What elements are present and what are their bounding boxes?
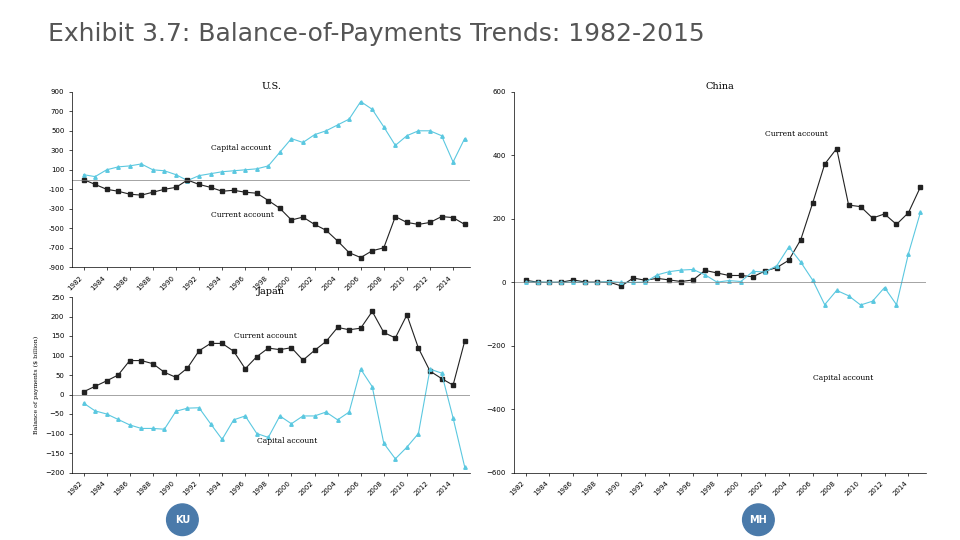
- Text: Current account: Current account: [210, 211, 274, 219]
- Text: Kuwait University - College of Business Administration: Kuwait University - College of Business …: [311, 513, 649, 526]
- Text: KU: KU: [175, 515, 190, 525]
- Circle shape: [167, 504, 198, 536]
- Circle shape: [743, 504, 774, 536]
- Title: U.S.: U.S.: [261, 82, 281, 91]
- Text: Capital account: Capital account: [210, 144, 271, 152]
- Text: © McGraw-Hill Inc.: © McGraw-Hill Inc.: [839, 525, 931, 535]
- Text: Capital account: Capital account: [813, 375, 873, 382]
- Text: 25: 25: [915, 511, 931, 524]
- Title: Japan: Japan: [257, 287, 285, 296]
- Title: China: China: [706, 82, 734, 91]
- Text: Current account: Current account: [233, 332, 297, 340]
- Text: Current account: Current account: [765, 130, 828, 138]
- Y-axis label: Balance of payments ($ billion): Balance of payments ($ billion): [35, 336, 39, 434]
- Text: Capital account: Capital account: [256, 437, 317, 446]
- Text: MH: MH: [750, 515, 767, 525]
- Text: Dr. Yaqoub Alabdullah: Dr. Yaqoub Alabdullah: [19, 513, 156, 526]
- Text: Exhibit 3.7: Balance-of-Payments Trends: 1982-2015: Exhibit 3.7: Balance-of-Payments Trends:…: [48, 22, 705, 45]
